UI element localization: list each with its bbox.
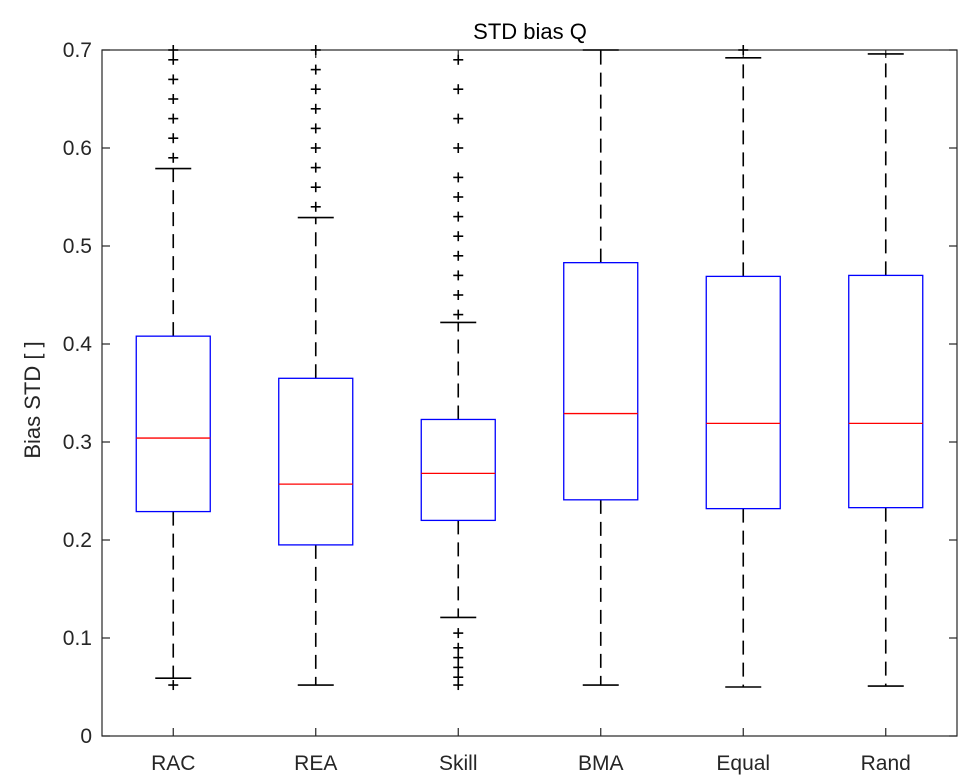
- box-group: [278, 45, 354, 686]
- box-group: [705, 45, 781, 688]
- x-tick-label: RAC: [151, 752, 195, 775]
- box-group: [848, 53, 924, 687]
- x-tick-label: Rand: [861, 752, 911, 775]
- box-group: [563, 49, 639, 686]
- axes: [101, 49, 958, 737]
- y-tick-label: 0.1: [63, 627, 92, 650]
- y-tick-label: 0.3: [63, 431, 92, 454]
- iqr-box: [278, 377, 354, 546]
- x-tick-label: BMA: [578, 752, 624, 775]
- y-tick-label: 0.2: [63, 529, 92, 552]
- chart-title: STD bias Q: [473, 19, 587, 44]
- iqr-box: [848, 274, 924, 509]
- y-tick-label: 0.5: [63, 235, 92, 258]
- iqr-box: [420, 418, 496, 522]
- plot-frame: [101, 49, 958, 737]
- y-tick-label: 0.7: [63, 39, 92, 62]
- boxes: [135, 45, 924, 691]
- x-tick-label: REA: [294, 752, 337, 775]
- y-axis-label: Bias STD [ ]: [20, 341, 45, 458]
- y-tick-label: 0: [80, 725, 92, 748]
- x-tick-label: Skill: [439, 752, 478, 775]
- box-group: [420, 54, 496, 691]
- iqr-box: [563, 262, 639, 501]
- y-tick-label: 0.4: [63, 333, 93, 356]
- iqr-box: [705, 275, 781, 510]
- iqr-box: [135, 335, 211, 513]
- y-tick-label: 0.6: [63, 137, 92, 160]
- box-group: [135, 45, 211, 691]
- tick-labels: 0 0.1 0.2 0.3 0.4 0.5 0.6 0.7 RAC REA Skill BMA Equa…: [63, 39, 911, 775]
- x-tick-label: Equal: [716, 752, 770, 775]
